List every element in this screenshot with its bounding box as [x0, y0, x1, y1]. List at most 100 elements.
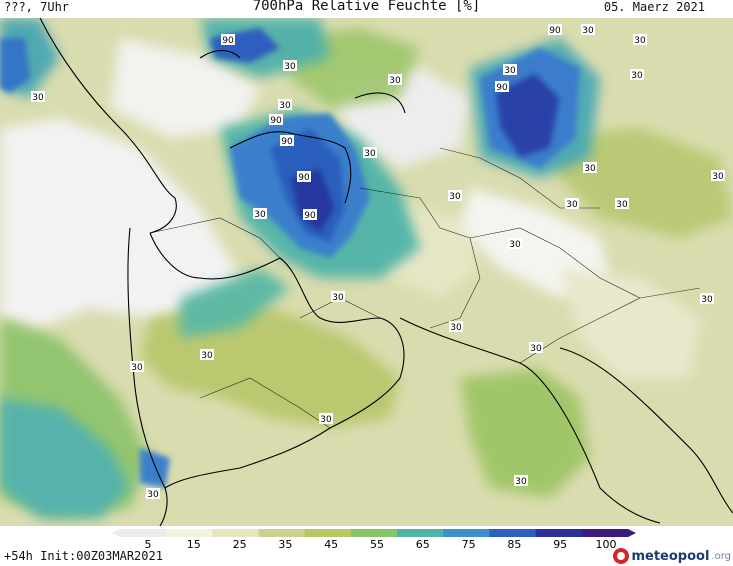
color-legend-tick-label: 25: [233, 538, 247, 550]
svg-text:90: 90: [298, 173, 310, 183]
color-legend: 5 15 25 35 45 55 65 75 85 95 100: [112, 529, 636, 550]
svg-text:90: 90: [304, 211, 316, 221]
svg-text:30: 30: [32, 93, 44, 103]
color-legend-arrow-right: [628, 529, 636, 537]
color-legend-segment: [443, 529, 490, 537]
contour-label-30: 30: [700, 293, 714, 305]
color-legend-tick-label: 75: [462, 538, 476, 550]
color-legend-tick-label: 35: [278, 538, 292, 550]
color-legend-segment: [350, 529, 398, 537]
humidity-map-canvas: 30 30 30 30 30 30 30 30 30 30 30 30 30 3…: [0, 18, 733, 526]
humidity-map: 30 30 30 30 30 30 30 30 30 30 30 30 30 3…: [0, 18, 733, 526]
map-title: 700hPa Relative Feuchte [%]: [252, 0, 481, 14]
color-legend-segment: [120, 529, 167, 537]
svg-text:30: 30: [320, 415, 332, 425]
contour-label-90: 90: [221, 34, 235, 46]
svg-text:30: 30: [634, 36, 646, 46]
color-legend-tick-label: 15: [187, 538, 201, 550]
svg-text:90: 90: [270, 116, 282, 126]
brand-name: meteopool: [631, 548, 710, 564]
svg-text:90: 90: [549, 26, 561, 36]
color-legend-segment: [489, 529, 537, 537]
contour-label-30: 30: [283, 60, 297, 72]
svg-text:30: 30: [332, 293, 344, 303]
color-legend-segment: [397, 529, 444, 537]
contour-label-30: 30: [130, 361, 144, 373]
svg-text:30: 30: [616, 200, 628, 210]
color-legend-tick-label: 5: [145, 538, 152, 550]
color-legend-segment: [535, 529, 583, 537]
color-legend-segment: [166, 529, 213, 537]
valid-date: 05. Maerz 2021: [603, 0, 705, 14]
svg-text:30: 30: [566, 200, 578, 210]
svg-text:90: 90: [222, 36, 234, 46]
svg-text:30: 30: [254, 210, 266, 220]
color-legend-tick-label: 55: [370, 538, 384, 550]
color-legend-segments: [112, 529, 636, 537]
coastlines: [39, 18, 733, 526]
logo-icon: [613, 548, 630, 564]
contour-label-30: 30: [711, 170, 725, 182]
contour-label-30: 30: [449, 321, 463, 333]
brand-tld: .org: [711, 550, 731, 562]
contour-label-30: 30: [630, 69, 644, 81]
svg-text:30: 30: [450, 323, 462, 333]
svg-text:90: 90: [281, 137, 293, 147]
contour-label-30: 30: [388, 74, 402, 86]
contour-label-90: 90: [548, 24, 562, 36]
svg-text:30: 30: [712, 172, 724, 182]
humidity-field: [0, 18, 733, 526]
svg-text:90: 90: [496, 83, 508, 93]
contour-label-30: 30: [200, 349, 214, 361]
model-run-info: +54h Init:00Z03MAR2021: [4, 549, 163, 563]
contour-label-30: 30: [581, 24, 595, 36]
contour-label-30: 30: [615, 198, 629, 210]
color-legend-segment: [212, 529, 260, 537]
contour-label-30: 30: [278, 99, 292, 111]
contour-label-90: 90: [297, 171, 311, 183]
contour-label-30: 30: [529, 342, 543, 354]
contour-label-30: 30: [319, 413, 333, 425]
header-bar: ???, 7Uhr 700hPa Relative Feuchte [%] 05…: [0, 0, 733, 18]
color-legend-tick-label: 45: [324, 538, 338, 550]
contour-label-30: 30: [503, 64, 517, 76]
color-legend-arrow-left: [112, 529, 120, 537]
svg-text:30: 30: [530, 344, 542, 354]
svg-text:30: 30: [631, 71, 643, 81]
svg-text:30: 30: [131, 363, 143, 373]
contour-label-90: 90: [269, 114, 283, 126]
color-legend-tick-label: 95: [553, 538, 567, 550]
contour-label-90: 90: [303, 209, 317, 221]
color-legend-tick-label: 85: [507, 538, 521, 550]
contour-label-30: 30: [31, 91, 45, 103]
color-legend-segment: [581, 529, 629, 537]
svg-text:30: 30: [584, 164, 596, 174]
contour-label-90: 90: [280, 135, 294, 147]
svg-text:30: 30: [364, 149, 376, 159]
brand-logo[interactable]: meteopool .org: [613, 548, 731, 564]
contour-label-90: 90: [495, 81, 509, 93]
svg-text:30: 30: [449, 192, 461, 202]
svg-text:30: 30: [389, 76, 401, 86]
svg-text:30: 30: [147, 490, 159, 500]
color-legend-tick-label: 100: [596, 538, 617, 550]
color-legend-segment: [304, 529, 352, 537]
contour-label-30: 30: [253, 208, 267, 220]
svg-text:30: 30: [515, 477, 527, 487]
contour-label-30: 30: [633, 34, 647, 46]
svg-text:30: 30: [284, 62, 296, 72]
svg-text:30: 30: [279, 101, 291, 111]
contour-label-30: 30: [448, 190, 462, 202]
color-legend-tick-label: 65: [416, 538, 430, 550]
color-legend-ticks: 5 15 25 35 45 55 65 75 85 95 100: [145, 538, 617, 550]
contour-label-30: 30: [331, 291, 345, 303]
svg-text:30: 30: [504, 66, 516, 76]
svg-text:30: 30: [582, 26, 594, 36]
contour-label-30: 30: [146, 488, 160, 500]
svg-text:30: 30: [201, 351, 213, 361]
svg-text:30: 30: [701, 295, 713, 305]
contour-label-30: 30: [363, 147, 377, 159]
footer: 5 15 25 35 45 55 65 75 85 95 100 +54h Init:00Z03MA…: [0, 526, 733, 566]
contour-label-30: 30: [514, 475, 528, 487]
contour-label-30: 30: [583, 162, 597, 174]
